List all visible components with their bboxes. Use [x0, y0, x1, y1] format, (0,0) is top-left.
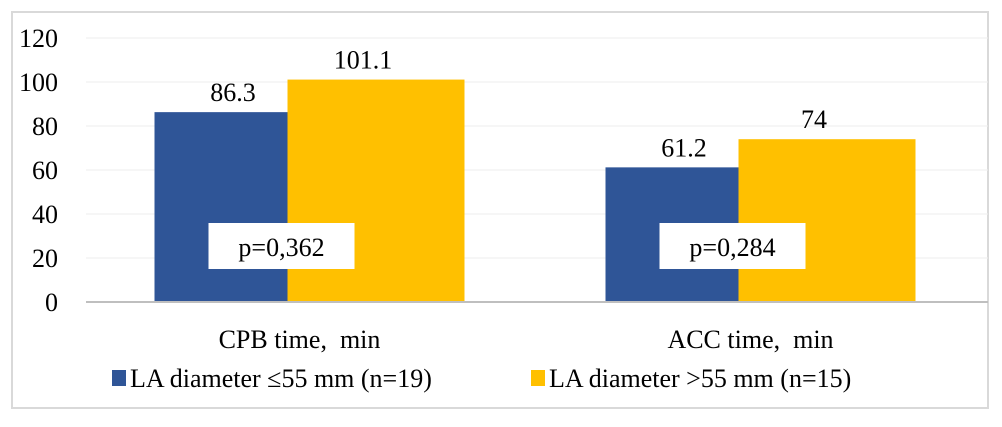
data-label: 86.3: [210, 78, 256, 107]
legend-swatch: [112, 370, 126, 386]
chart-frame: [11, 11, 989, 409]
y-axis-ticks: 0 20 40 60 80 100 120: [19, 24, 58, 317]
p-value-annotations: p=0,362 p=0,284: [208, 223, 806, 269]
bar-la-le55: [154, 112, 288, 302]
legend: LA diameter ≤55 mm (n=19) LA diameter >55…: [112, 364, 851, 393]
data-label: 61.2: [661, 133, 707, 162]
p-value-label: p=0,362: [238, 233, 324, 262]
data-label: 74: [801, 105, 827, 134]
y-tick-label: 100: [19, 68, 58, 97]
bar-la-gt55: [738, 139, 916, 302]
category-labels: CPB time, min ACC time, min: [219, 325, 834, 354]
p-value-label: p=0,284: [689, 233, 775, 262]
y-tick-label: 120: [19, 24, 58, 53]
y-tick-label: 40: [32, 200, 58, 229]
y-tick-label: 60: [32, 156, 58, 185]
y-tick-label: 20: [32, 244, 58, 273]
y-tick-label: 80: [32, 112, 58, 141]
y-tick-label: 0: [45, 288, 58, 317]
legend-swatch: [531, 370, 545, 386]
data-label: 101.1: [334, 46, 393, 75]
p-value-box: [208, 223, 355, 269]
x-category-label: ACC time, min: [667, 325, 833, 354]
legend-label: LA diameter >55 mm (n=15): [549, 364, 851, 393]
x-category-label: CPB time, min: [219, 325, 381, 354]
legend-label: LA diameter ≤55 mm (n=19): [130, 364, 432, 393]
data-labels: 86.3 101.1 61.2 74: [210, 46, 827, 163]
p-value-box: [659, 223, 806, 269]
